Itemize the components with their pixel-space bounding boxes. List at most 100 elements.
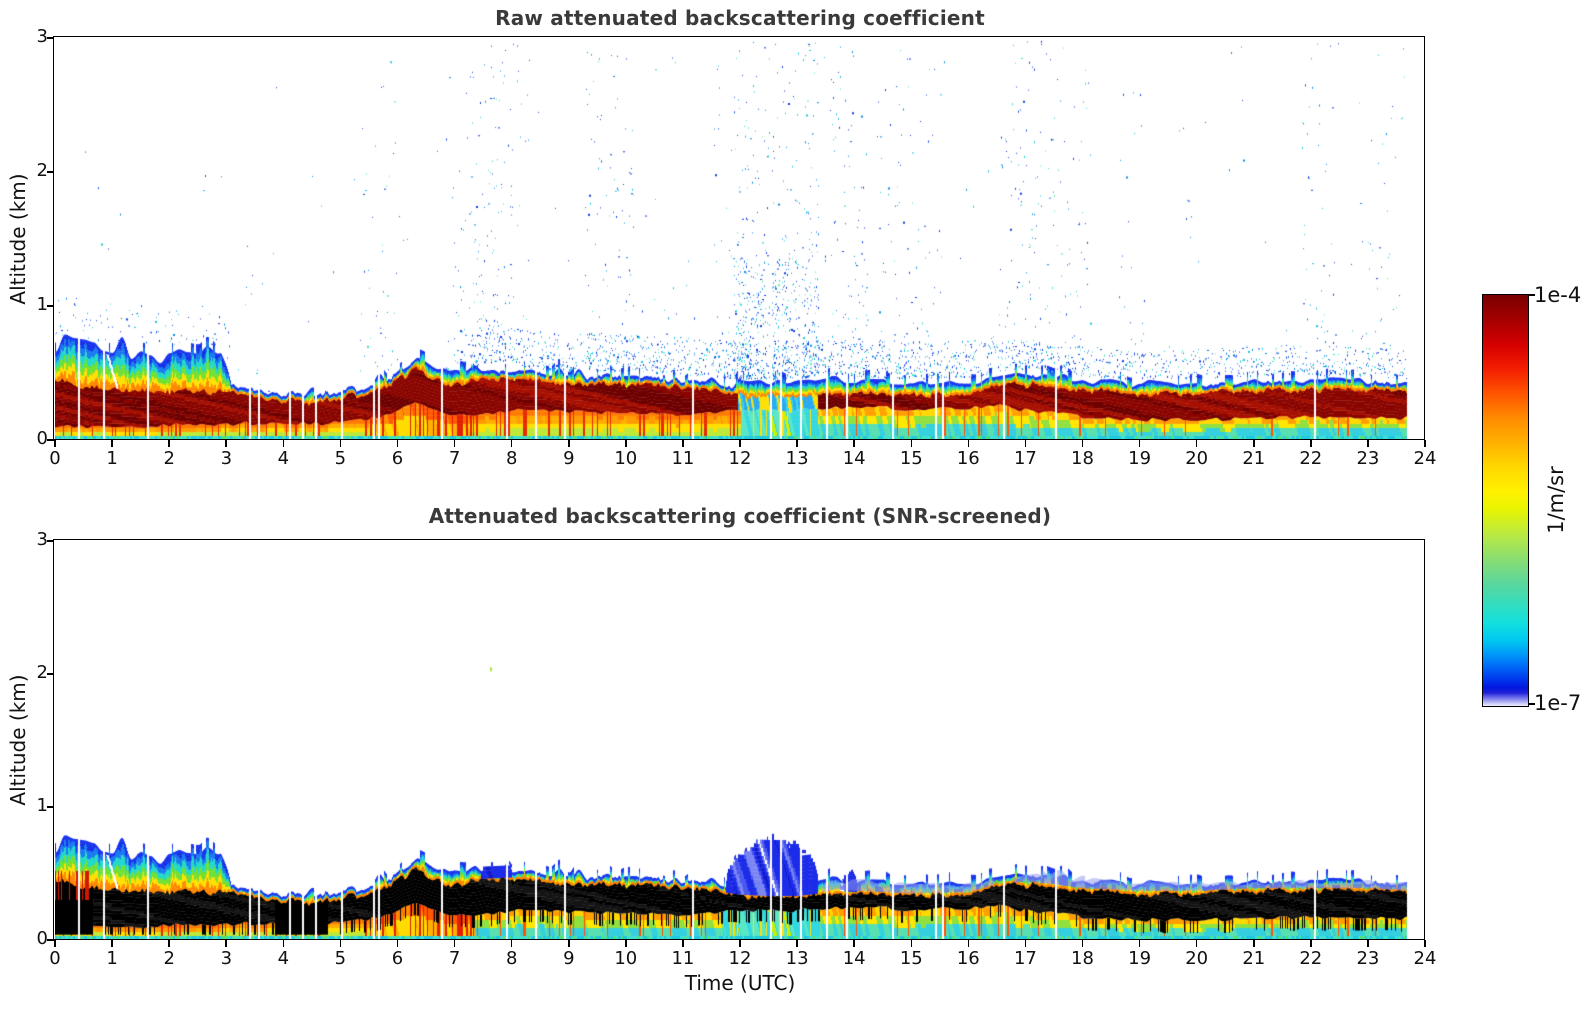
- x-tick-mark: [910, 940, 913, 947]
- x-tick-label: 8: [505, 448, 518, 469]
- screened-panel-title: Attenuated backscattering coefficient (S…: [428, 504, 1052, 528]
- x-tick-mark: [396, 440, 399, 447]
- x-tick-mark: [282, 440, 285, 447]
- x-tick-label: 0: [49, 948, 61, 969]
- x-tick-mark: [282, 940, 285, 947]
- x-tick-mark: [967, 440, 970, 447]
- x-tick-label: 18: [1071, 448, 1094, 469]
- x-tick-label: 11: [671, 448, 695, 469]
- x-tick-label: 5: [334, 448, 347, 469]
- y-tick-label: 1: [36, 795, 48, 816]
- x-tick-mark: [739, 440, 741, 447]
- x-tick-label: 2: [163, 448, 175, 469]
- x-tick-mark: [1195, 940, 1198, 947]
- x-tick-label: 7: [448, 448, 461, 469]
- y-tick-label: 2: [36, 160, 48, 181]
- x-tick-label: 0: [49, 448, 61, 469]
- x-tick-label: 20: [1185, 448, 1209, 469]
- y-tick-label: 3: [36, 26, 48, 47]
- x-tick-label: 1: [106, 448, 118, 469]
- x-tick-label: 15: [899, 948, 923, 969]
- x-tick-label: 11: [671, 948, 695, 969]
- x-tick-label: 19: [1128, 448, 1152, 469]
- x-tick-mark: [396, 940, 399, 947]
- x-tick-mark: [625, 940, 627, 947]
- x-tick-mark: [1253, 940, 1255, 947]
- x-tick-label: 1: [106, 948, 118, 969]
- x-tick-mark: [1195, 440, 1198, 447]
- x-tick-mark: [54, 940, 56, 947]
- x-tick-mark: [453, 940, 456, 947]
- x-tick-mark: [910, 440, 913, 447]
- x-tick-label: 17: [1013, 448, 1037, 469]
- x-tick-mark: [568, 940, 570, 947]
- colorbar-max-label: 1e-4: [1534, 283, 1582, 307]
- x-tick-label: 13: [785, 948, 809, 969]
- altitude-axis-label-raw: Altitude (km): [6, 173, 30, 305]
- x-tick-mark: [111, 440, 113, 447]
- x-tick-mark: [1253, 440, 1255, 447]
- x-tick-mark: [853, 440, 855, 447]
- y-tick-mark: [47, 171, 54, 173]
- y-tick-label: 0: [36, 428, 48, 449]
- x-tick-mark: [1081, 440, 1084, 447]
- x-tick-mark: [796, 440, 798, 447]
- x-tick-label: 14: [842, 948, 866, 969]
- x-tick-label: 3: [220, 448, 233, 469]
- x-tick-mark: [1424, 940, 1426, 947]
- x-tick-label: 9: [563, 448, 575, 469]
- raw-heatmap-canvas: [55, 38, 1425, 440]
- x-tick-label: 6: [391, 948, 404, 969]
- raw-panel-title: Raw attenuated backscattering coefficien…: [495, 6, 985, 30]
- x-tick-label: 7: [448, 948, 461, 969]
- colorbar-unit-label: 1/m/sr: [1544, 466, 1568, 534]
- x-tick-label: 4: [277, 948, 290, 969]
- x-tick-mark: [1081, 940, 1084, 947]
- x-tick-label: 24: [1413, 948, 1437, 969]
- x-tick-label: 20: [1185, 948, 1209, 969]
- colorbar-canvas: [1483, 295, 1528, 706]
- x-tick-label: 24: [1413, 448, 1437, 469]
- x-tick-label: 5: [334, 948, 347, 969]
- x-tick-label: 2: [163, 948, 175, 969]
- x-tick-mark: [339, 440, 342, 447]
- x-tick-mark: [1310, 940, 1312, 947]
- y-tick-mark: [47, 939, 54, 941]
- screened-heatmap-canvas: [55, 541, 1425, 940]
- x-tick-mark: [225, 940, 227, 947]
- y-tick-mark: [47, 305, 54, 307]
- altitude-axis-label-screened: Altitude (km): [6, 674, 30, 806]
- y-tick-mark: [47, 37, 54, 39]
- x-tick-label: 19: [1128, 948, 1152, 969]
- x-tick-label: 12: [728, 948, 752, 969]
- x-tick-mark: [853, 940, 855, 947]
- x-tick-mark: [682, 440, 684, 447]
- y-tick-label: 1: [36, 294, 48, 315]
- x-tick-label: 22: [1299, 948, 1323, 969]
- x-tick-mark: [1310, 440, 1312, 447]
- colorbar-min-tick: [1529, 703, 1535, 705]
- x-tick-label: 21: [1242, 448, 1266, 469]
- x-tick-mark: [339, 940, 342, 947]
- x-tick-label: 17: [1013, 948, 1037, 969]
- x-tick-mark: [168, 440, 170, 447]
- x-tick-mark: [1138, 940, 1141, 947]
- x-tick-mark: [739, 940, 741, 947]
- colorbar-min-label: 1e-7: [1534, 691, 1582, 715]
- x-tick-mark: [1024, 440, 1027, 447]
- x-tick-mark: [1367, 440, 1369, 447]
- x-tick-label: 15: [899, 448, 923, 469]
- x-tick-label: 3: [220, 948, 233, 969]
- x-tick-mark: [1367, 940, 1369, 947]
- x-tick-label: 10: [614, 948, 638, 969]
- x-tick-mark: [168, 940, 170, 947]
- x-tick-label: 14: [842, 448, 866, 469]
- x-tick-label: 21: [1242, 948, 1266, 969]
- x-tick-label: 8: [505, 948, 518, 969]
- colorbar-frame: [1482, 294, 1529, 707]
- x-tick-label: 9: [563, 948, 575, 969]
- x-tick-mark: [510, 940, 513, 947]
- x-tick-mark: [1024, 940, 1027, 947]
- y-tick-mark: [47, 540, 54, 542]
